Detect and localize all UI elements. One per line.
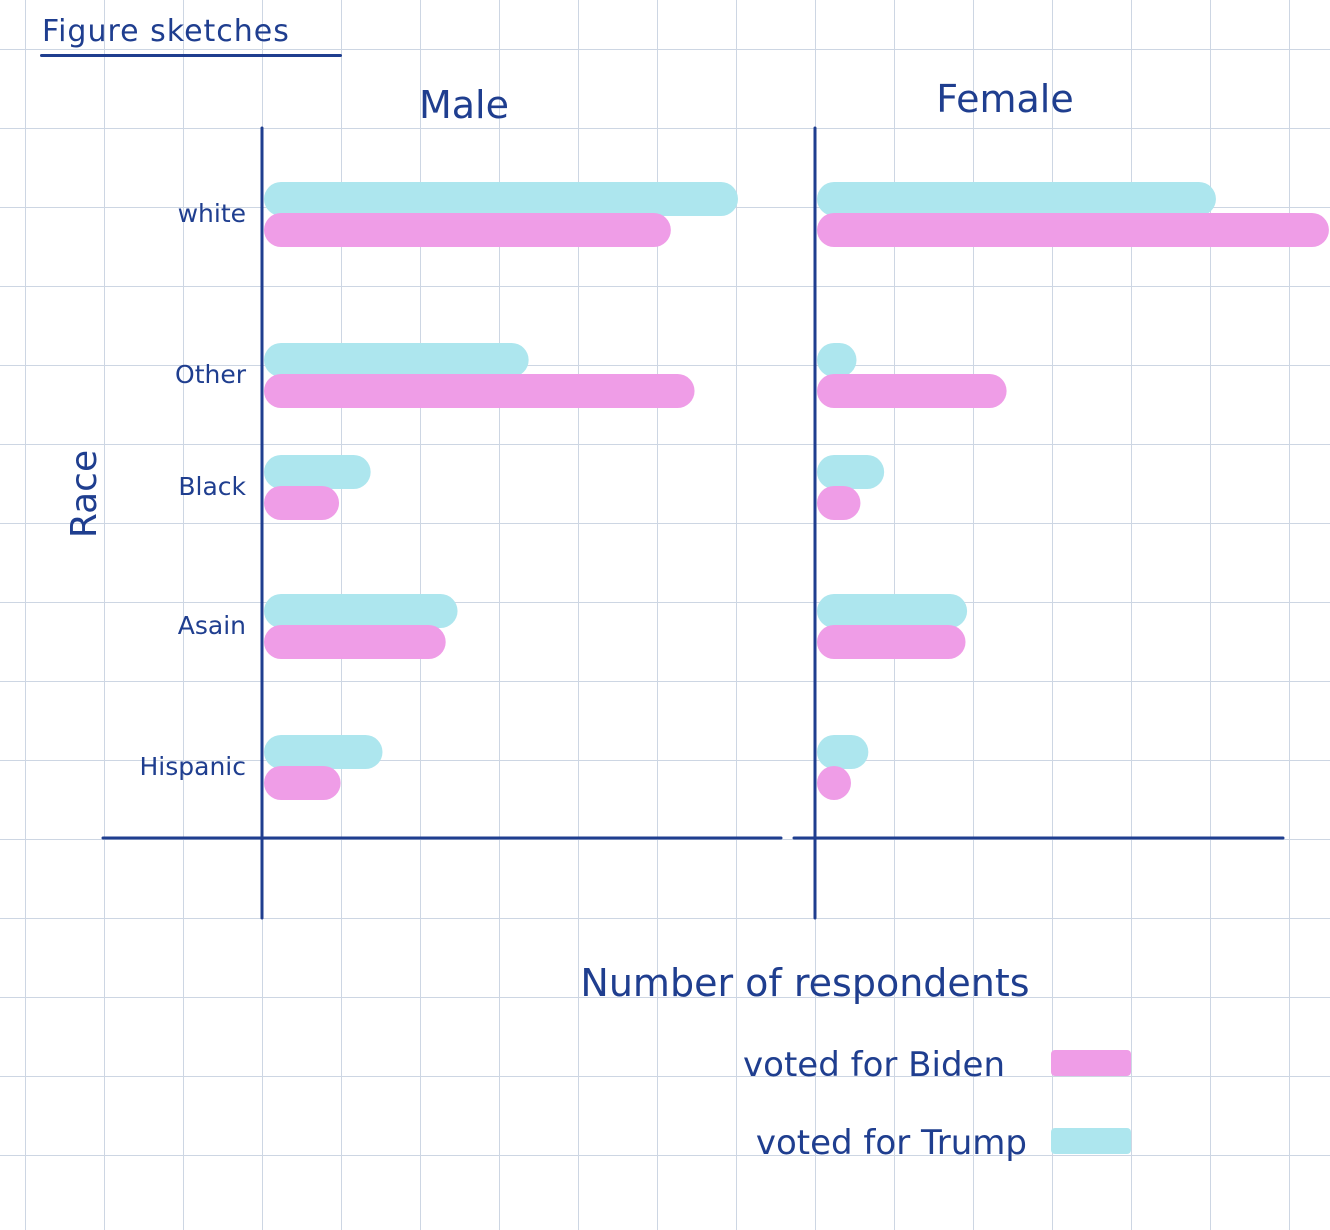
category-label-white: white <box>178 199 246 228</box>
bar-female-other-voted-for-trump <box>817 343 857 377</box>
facet-title-male: Male <box>419 83 509 127</box>
legend-label-biden: voted for Biden <box>743 1045 1005 1085</box>
legend-swatch-trump <box>1051 1128 1131 1154</box>
legend-label-trump: voted for Trump <box>756 1123 1027 1163</box>
category-label-black: Black <box>178 472 246 501</box>
bar-male-white-voted-for-biden <box>264 213 671 247</box>
title-underline <box>40 54 342 57</box>
bar-female-black-voted-for-trump <box>817 455 885 489</box>
bar-male-black-voted-for-biden <box>264 486 340 520</box>
bar-female-black-voted-for-biden <box>817 486 861 520</box>
category-labels: white Other Black Asain Hispanic <box>140 199 247 781</box>
bar-male-hispanic-voted-for-trump <box>264 735 383 769</box>
bar-male-other-voted-for-biden <box>264 374 695 408</box>
y-axis-label: Race <box>64 450 105 538</box>
bar-female-hispanic-voted-for-trump <box>817 735 869 769</box>
bar-female-hispanic-voted-for-biden <box>817 766 851 800</box>
x-axis-label: Number of respondents <box>580 961 1029 1005</box>
category-label-hispanic: Hispanic <box>140 752 247 781</box>
bar-male-black-voted-for-trump <box>264 455 371 489</box>
bar-layer <box>264 182 1329 800</box>
bar-male-asain-voted-for-biden <box>264 625 446 659</box>
bar-male-asain-voted-for-trump <box>264 594 458 628</box>
bar-female-white-voted-for-trump <box>817 182 1216 216</box>
facet-title-female: Female <box>936 77 1073 121</box>
bar-female-other-voted-for-biden <box>817 374 1007 408</box>
category-label-asain: Asain <box>178 611 246 640</box>
bar-female-white-voted-for-biden <box>817 213 1329 247</box>
legend: voted for Biden voted for Trump <box>743 1045 1131 1163</box>
bar-female-asain-voted-for-trump <box>817 594 968 628</box>
page-title: Figure sketches <box>42 14 290 49</box>
bar-female-asain-voted-for-biden <box>817 625 966 659</box>
category-label-other: Other <box>175 360 247 389</box>
bar-male-white-voted-for-trump <box>264 182 738 216</box>
bar-male-other-voted-for-trump <box>264 343 529 377</box>
bar-male-hispanic-voted-for-biden <box>264 766 341 800</box>
legend-swatch-biden <box>1051 1050 1131 1076</box>
